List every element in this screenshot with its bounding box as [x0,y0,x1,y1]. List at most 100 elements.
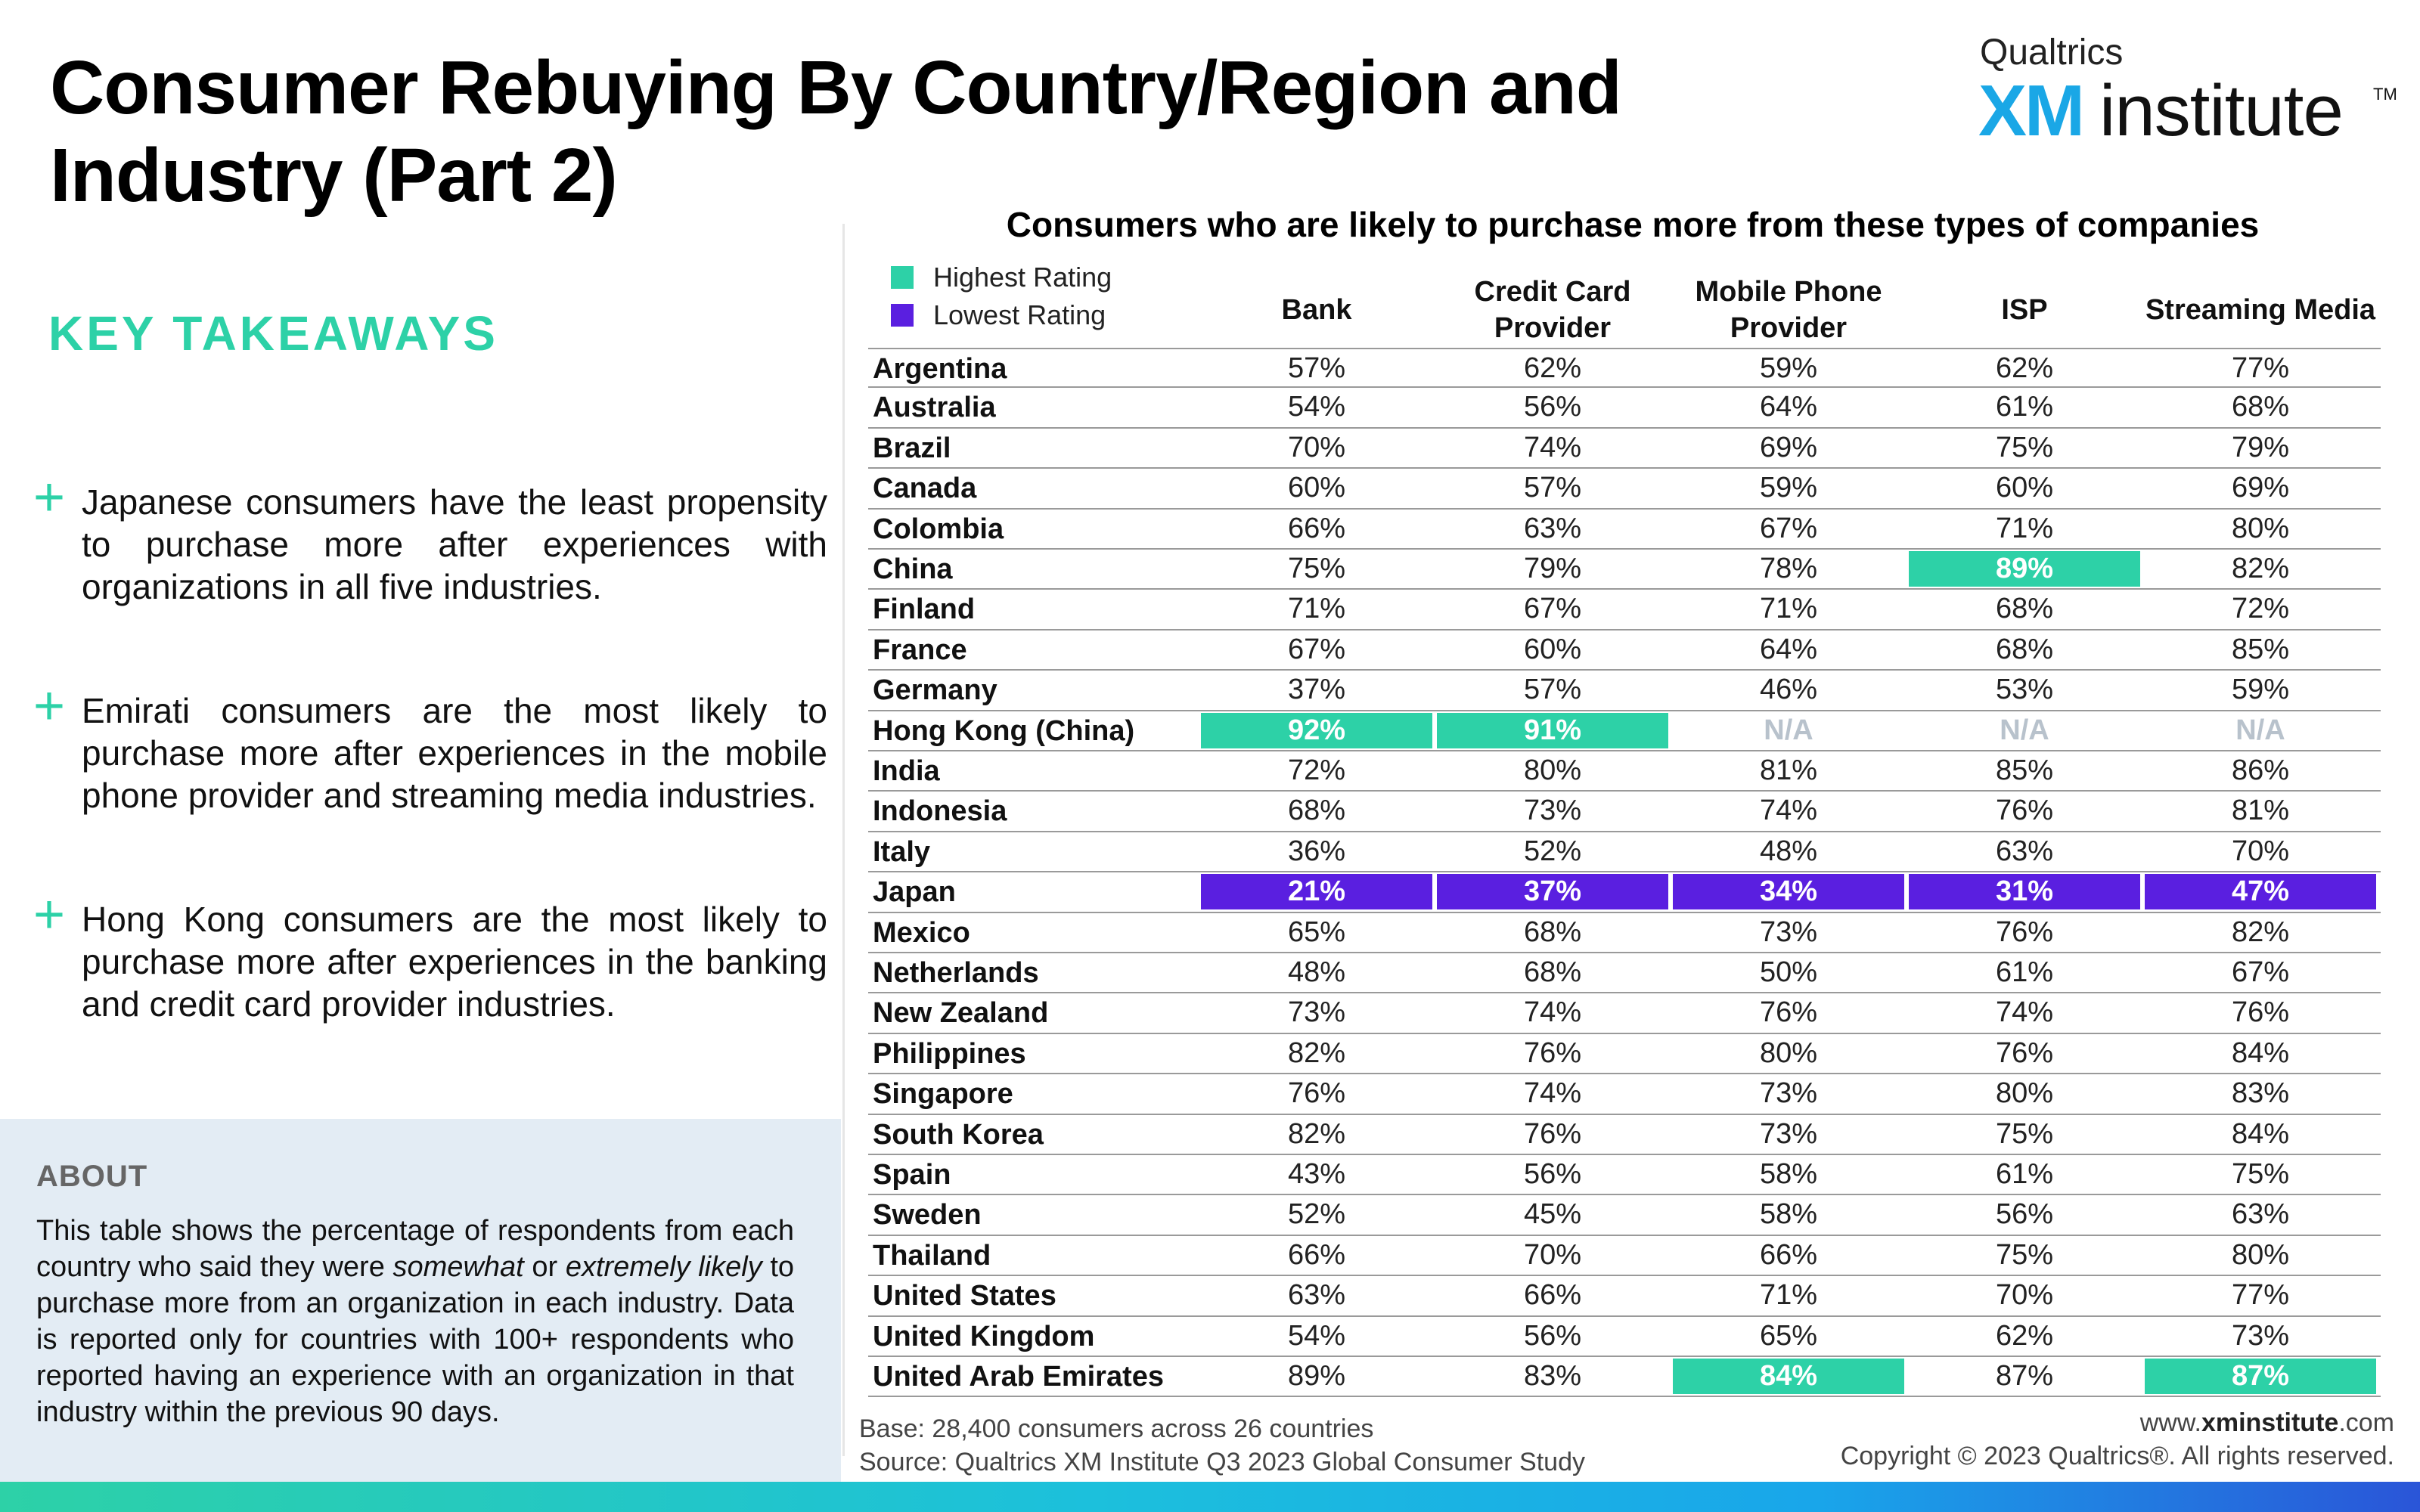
row-label: United Arab Emirates [873,1361,1165,1393]
footer-website-bold: xminstitute [2201,1408,2339,1437]
page-title: Consumer Rebuying By Country/Region and … [50,44,1714,219]
table-cell: 73% [1759,916,1818,948]
table-row: Singapore 76% 74% 73% 80% 83% [868,1074,2381,1115]
table-row: South Korea 82% 76% 73% 75% 84% [868,1115,2381,1155]
legend-swatch-highest [891,266,914,289]
footer-credits: www.xminstitute.com Copyright © 2023 Qua… [1841,1406,2394,1473]
row-label: Germany [873,674,997,707]
table-cell: 81% [2231,795,2290,827]
table-cell: 69% [1759,431,1818,463]
about-text-italic: extremely likely [565,1251,762,1283]
table-cell: 82% [1287,1036,1346,1069]
table-cell: 70% [1995,1279,2054,1312]
plus-icon: + [33,885,66,945]
vertical-divider [842,224,845,1456]
table-cell: 52% [1287,1198,1346,1231]
about-panel [0,1119,841,1482]
table-cell: 72% [2231,593,2290,625]
page-title-line-2: Industry (Part 2) [50,133,618,218]
table-cell: 21% [1201,874,1432,910]
table-cell: 47% [2145,874,2376,910]
footer-source: Source: Qualtrics XM Institute Q3 2023 G… [859,1448,1586,1476]
table-cell: 70% [1523,1238,1582,1271]
table-cell: 76% [1995,1036,2054,1069]
row-label: Philippines [873,1037,1026,1070]
table-cell: 63% [1287,1279,1346,1312]
table-cell: 76% [1995,795,2054,827]
row-label: China [873,553,953,585]
table-row: New Zealand 73% 74% 76% 74% 76% [868,993,2381,1034]
table-cell: 75% [1995,1238,2054,1271]
table-cell: 48% [1759,835,1818,867]
table-row: Sweden 52% 45% 58% 56% 63% [868,1195,2381,1236]
table-cell: 84% [1673,1359,1904,1394]
table-row: Argentina 57% 62% 59% 62% 77% [868,348,2381,389]
takeaway-text: Japanese consumers have the least propen… [82,482,827,606]
table-cell: 59% [1759,472,1818,504]
row-label: Finland [873,593,976,626]
table-cell: 66% [1287,1238,1346,1271]
table-cell: 75% [1287,553,1346,584]
row-label: Hong Kong (China) [873,714,1135,747]
table-cell: 58% [1759,1198,1818,1231]
table-cell: 68% [1287,795,1346,827]
table-cell: 76% [1759,996,1818,1029]
table-row: Indonesia 68% 73% 74% 76% 81% [868,792,2381,832]
table-row: Colombia 66% 63% 67% 71% 80% [868,510,2381,550]
table-cell: 82% [1287,1117,1346,1150]
table-cell: 79% [2231,431,2290,463]
footer-website[interactable]: www.xminstitute.com [1841,1406,2394,1439]
table-cell: 37% [1287,674,1346,706]
table-row: Netherlands 48% 68% 50% 61% 67% [868,953,2381,994]
table-cell: 57% [1287,352,1346,384]
table-cell: 56% [1523,391,1582,423]
footer-notes: Base: 28,400 consumers across 26 countri… [859,1412,1585,1479]
table-cell: 57% [1523,674,1582,706]
table-cell: 67% [1759,512,1818,544]
table-cell: 71% [1287,593,1346,625]
about-text-part: or [523,1251,566,1283]
logo-company-text: Qualtrics [1980,33,2124,73]
about-text-part: to purchase more from an organization in… [36,1251,795,1428]
table-row: Finland 71% 67% 71% 68% 72% [868,590,2381,631]
about-text: This table shows the percentage of respo… [36,1213,794,1430]
table-cell: 85% [1995,754,2054,786]
column-header-streaming: Streaming Media [2145,294,2376,326]
table-row: United Arab Emirates 89% 83% 84% 87% 87% [868,1357,2381,1398]
row-label: Italy [873,835,931,868]
table-cell: 68% [1523,956,1582,988]
table-cell: 71% [1759,593,1818,625]
logo-trademark: TM [2373,85,2397,104]
table-cell: 84% [2231,1117,2290,1150]
row-label: Singapore [873,1078,1013,1111]
footer-base: Base: 28,400 consumers across 26 countri… [859,1414,1374,1443]
page-title-line-1: Consumer Rebuying By Country/Region and [50,45,1622,130]
table-cell: 46% [1759,674,1818,706]
table-cell: 85% [2231,633,2290,665]
table-cell: 50% [1759,956,1818,988]
legend-item-highest: Highest Rating [891,259,1193,296]
table-cell: 70% [1287,431,1346,463]
table-cell: 56% [1995,1198,2054,1231]
row-label: Argentina [873,353,1007,385]
table-cell: 36% [1287,835,1346,867]
logo-xm-text: XM [1978,70,2085,151]
table-cell: 68% [1523,916,1582,948]
table-row: India 72% 80% 81% 85% 86% [868,751,2381,792]
table-cell: N/A [2000,714,2049,746]
legend-label-highest: Highest Rating [933,262,1112,293]
table-cell: 34% [1673,874,1904,910]
row-label: Colombia [873,513,1004,545]
table-row: United Kingdom 54% 56% 65% 62% 73% [868,1317,2381,1357]
table-cell: 68% [1995,593,2054,625]
table-row: Hong Kong (China) 92% 91% N/A N/A N/A [868,711,2381,751]
table-cell: 89% [1909,551,2140,587]
table-cell: 45% [1523,1198,1582,1231]
table-cell: 63% [1995,835,2054,867]
table-cell: 52% [1523,835,1582,867]
plus-icon: + [33,467,66,528]
table-row: China 75% 79% 78% 89% 82% [868,550,2381,590]
table-cell: 83% [1523,1360,1582,1392]
table-cell: 71% [1759,1279,1818,1312]
table-cell: 70% [2231,835,2290,867]
